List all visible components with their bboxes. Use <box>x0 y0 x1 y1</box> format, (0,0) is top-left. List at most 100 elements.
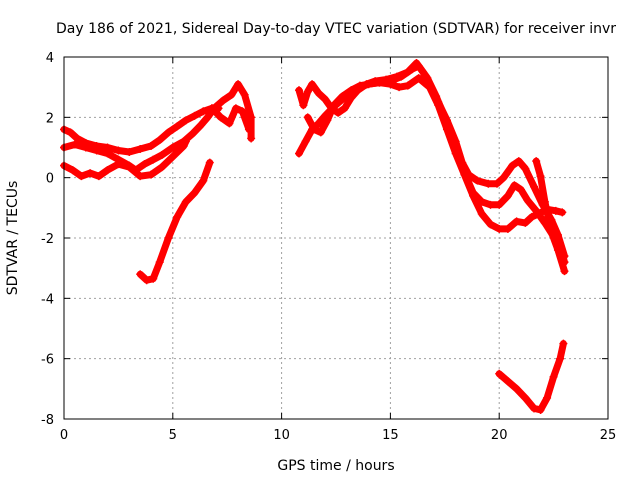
data-point <box>247 113 256 122</box>
series-arc-1 <box>60 104 223 157</box>
data-point <box>173 212 182 221</box>
data-point <box>66 128 75 137</box>
data-point <box>495 369 504 378</box>
data-point <box>338 92 347 101</box>
data-point <box>179 141 188 150</box>
data-point <box>234 80 243 89</box>
series-line <box>532 157 568 275</box>
data-point <box>125 163 134 172</box>
data-point <box>451 149 460 158</box>
data-point <box>205 158 214 167</box>
y-tick-label: 4 <box>46 51 54 66</box>
data-point <box>549 372 558 381</box>
series-line <box>495 340 567 414</box>
series-line <box>136 159 214 284</box>
data-point <box>473 176 482 185</box>
data-point <box>301 137 310 146</box>
data-point <box>168 143 177 152</box>
data-point <box>386 80 395 89</box>
data-point <box>512 217 521 226</box>
data-point <box>225 119 234 128</box>
data-point <box>303 87 312 96</box>
data-point <box>521 393 530 402</box>
x-tick-label: 25 <box>600 428 617 443</box>
data-point <box>334 108 343 117</box>
data-point <box>514 157 523 166</box>
data-point <box>155 135 164 144</box>
data-point <box>70 140 79 149</box>
data-point <box>347 86 356 95</box>
x-tick-label: 0 <box>60 428 68 443</box>
data-point <box>403 81 412 90</box>
data-point <box>114 160 123 169</box>
data-point <box>181 197 190 206</box>
data-point <box>142 276 151 285</box>
data-point <box>68 166 77 175</box>
data-point <box>190 111 199 120</box>
data-point <box>303 113 312 122</box>
data-point <box>408 65 417 74</box>
data-point <box>136 145 145 154</box>
y-tick-label: -6 <box>41 353 54 368</box>
data-point <box>553 246 562 255</box>
x-tick-label: 15 <box>382 428 399 443</box>
data-point <box>527 212 536 221</box>
series-arc-8 <box>303 74 567 233</box>
data-point <box>149 155 158 164</box>
data-point <box>299 101 308 110</box>
data-point <box>77 172 86 181</box>
data-point <box>295 149 304 158</box>
data-point <box>477 209 486 218</box>
data-point <box>125 148 134 157</box>
y-tick-label: -8 <box>41 413 54 428</box>
data-point <box>81 143 90 152</box>
chart-title: Day 186 of 2021, Sidereal Day-to-day VTE… <box>56 21 616 37</box>
y-tick-label: -2 <box>41 232 54 247</box>
data-point <box>86 169 95 178</box>
data-point <box>103 166 112 175</box>
data-point <box>197 120 206 129</box>
data-point <box>559 339 568 348</box>
data-point <box>316 128 325 137</box>
data-point <box>140 160 149 169</box>
data-point <box>536 405 545 414</box>
data-point <box>521 164 530 173</box>
series-arc-2 <box>60 80 256 175</box>
data-point <box>136 270 145 279</box>
data-point <box>199 107 208 116</box>
y-axis-label: SDTVAR / TECUs <box>5 181 21 296</box>
data-point <box>495 200 504 209</box>
data-point <box>157 163 166 172</box>
data-point <box>495 224 504 233</box>
grid-layer <box>64 57 608 419</box>
data-point <box>397 72 406 81</box>
data-point <box>308 80 317 89</box>
data-point <box>314 89 323 98</box>
data-point <box>168 152 177 161</box>
data-point <box>493 179 502 188</box>
data-point <box>512 384 521 393</box>
data-point <box>414 74 423 83</box>
data-point <box>321 95 330 104</box>
data-point <box>94 172 103 181</box>
data-point <box>530 182 539 191</box>
y-tick-label: 2 <box>46 111 54 126</box>
data-point <box>73 134 82 143</box>
series-arc-5 <box>207 104 253 134</box>
data-point <box>364 80 373 89</box>
data-point <box>499 173 508 182</box>
data-point <box>157 151 166 160</box>
series-arc-3 <box>60 137 190 181</box>
data-point <box>414 62 423 71</box>
data-point <box>218 96 227 105</box>
data-point <box>503 191 512 200</box>
data-point <box>149 274 158 283</box>
data-point <box>523 196 532 205</box>
data-point <box>425 83 434 92</box>
data-point <box>532 157 541 166</box>
data-point <box>103 149 112 158</box>
data-point <box>395 83 404 92</box>
data-point <box>521 218 530 227</box>
series-arc-9 <box>495 339 568 414</box>
data-point <box>310 125 319 134</box>
